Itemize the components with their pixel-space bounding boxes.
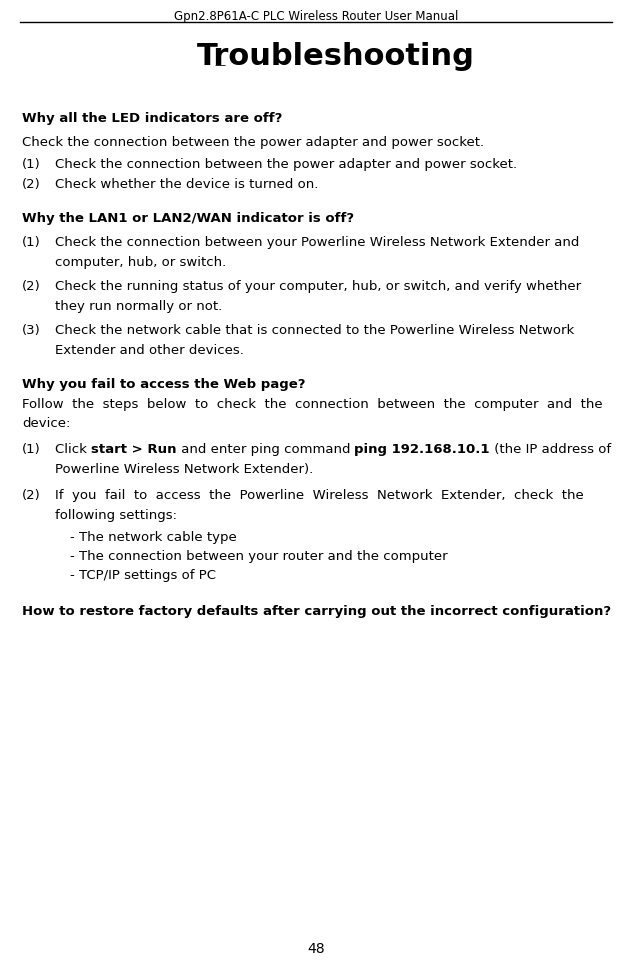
Text: Check whether the device is turned on.: Check whether the device is turned on.	[55, 178, 319, 191]
Text: Why you fail to access the Web page?: Why you fail to access the Web page?	[22, 378, 305, 391]
Text: start > Run: start > Run	[91, 443, 176, 456]
Text: Check the running status of your computer, hub, or switch, and verify whether: Check the running status of your compute…	[55, 280, 581, 293]
Text: (1): (1)	[22, 236, 40, 249]
Text: (the IP address of: (the IP address of	[490, 443, 611, 456]
Text: Extender and other devices.: Extender and other devices.	[55, 344, 244, 357]
Text: (3): (3)	[22, 324, 40, 337]
Text: following settings:: following settings:	[55, 509, 177, 522]
Text: (1): (1)	[22, 443, 40, 456]
Text: - The connection between your router and the computer: - The connection between your router and…	[70, 550, 447, 563]
Text: Why the LAN1 or LAN2/WAN indicator is off?: Why the LAN1 or LAN2/WAN indicator is of…	[22, 212, 354, 225]
Text: Check the connection between the power adapter and power socket.: Check the connection between the power a…	[22, 136, 484, 149]
Text: If  you  fail  to  access  the  Powerline  Wireless  Network  Extender,  check  : If you fail to access the Powerline Wire…	[55, 489, 584, 502]
Text: - The network cable type: - The network cable type	[70, 531, 237, 544]
Text: (2): (2)	[22, 280, 40, 293]
Text: ping 192.168.10.1: ping 192.168.10.1	[355, 443, 490, 456]
Text: Check the network cable that is connected to the Powerline Wireless Network: Check the network cable that is connecte…	[55, 324, 574, 337]
Text: (1): (1)	[22, 158, 40, 171]
Text: and enter ping command: and enter ping command	[176, 443, 355, 456]
Text: —: —	[214, 60, 226, 70]
Text: Follow  the  steps  below  to  check  the  connection  between  the  computer  a: Follow the steps below to check the conn…	[22, 398, 603, 411]
Text: Check the connection between your Powerline Wireless Network Extender and: Check the connection between your Powerl…	[55, 236, 580, 249]
Text: computer, hub, or switch.: computer, hub, or switch.	[55, 256, 226, 269]
Text: Why all the LED indicators are off?: Why all the LED indicators are off?	[22, 112, 283, 125]
Text: How to restore factory defaults after carrying out the incorrect configuration?: How to restore factory defaults after ca…	[22, 605, 611, 618]
Text: they run normally or not.: they run normally or not.	[55, 300, 222, 313]
Text: Troubleshooting: Troubleshooting	[197, 42, 475, 71]
Text: (2): (2)	[22, 178, 40, 191]
Text: (2): (2)	[22, 489, 40, 502]
Text: Gpn2.8P61A-C PLC Wireless Router User Manual: Gpn2.8P61A-C PLC Wireless Router User Ma…	[174, 10, 458, 23]
Text: Click: Click	[55, 443, 91, 456]
Text: Check the connection between the power adapter and power socket.: Check the connection between the power a…	[55, 158, 517, 171]
Text: 48: 48	[307, 942, 325, 956]
Text: - TCP/IP settings of PC: - TCP/IP settings of PC	[70, 569, 216, 582]
Text: Powerline Wireless Network Extender).: Powerline Wireless Network Extender).	[55, 463, 313, 476]
Text: device:: device:	[22, 417, 70, 430]
